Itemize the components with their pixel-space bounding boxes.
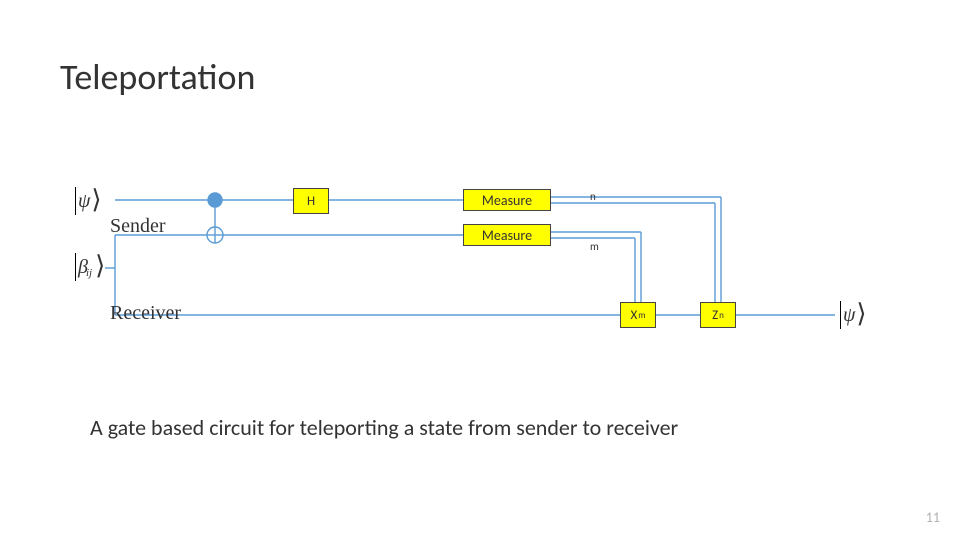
gate-measure-2: Measure <box>463 224 551 246</box>
beta-sub: ij <box>86 267 92 279</box>
wires-svg <box>0 0 960 540</box>
gate-zn-base: Z <box>712 308 718 323</box>
label-m: m <box>590 240 599 253</box>
gate-xm-base: X <box>631 308 638 323</box>
label-sender: Sender <box>110 215 166 238</box>
label-n: n <box>590 190 596 203</box>
page-number: 11 <box>926 509 940 526</box>
label-receiver: Receiver <box>110 302 181 325</box>
gate-zn: Zn <box>700 302 736 328</box>
state-beta: βij⟩ <box>75 252 105 282</box>
gate-zn-sup: n <box>719 310 724 321</box>
state-psi-out: ψ⟩ <box>840 300 867 330</box>
psi-in-symbol: ψ <box>78 190 90 213</box>
state-psi-in: ψ⟩ <box>75 186 102 216</box>
gate-measure-1: Measure <box>463 189 551 211</box>
circuit-diagram: H Measure Measure Xm Zn n m ψ⟩ βij⟩ ψ⟩ S… <box>0 0 960 540</box>
psi-out-symbol: ψ <box>843 304 855 327</box>
caption: A gate based circuit for teleporting a s… <box>90 414 678 441</box>
gate-h: H <box>293 188 329 214</box>
gate-xm-sup: m <box>638 310 645 321</box>
gate-xm: Xm <box>620 302 656 328</box>
